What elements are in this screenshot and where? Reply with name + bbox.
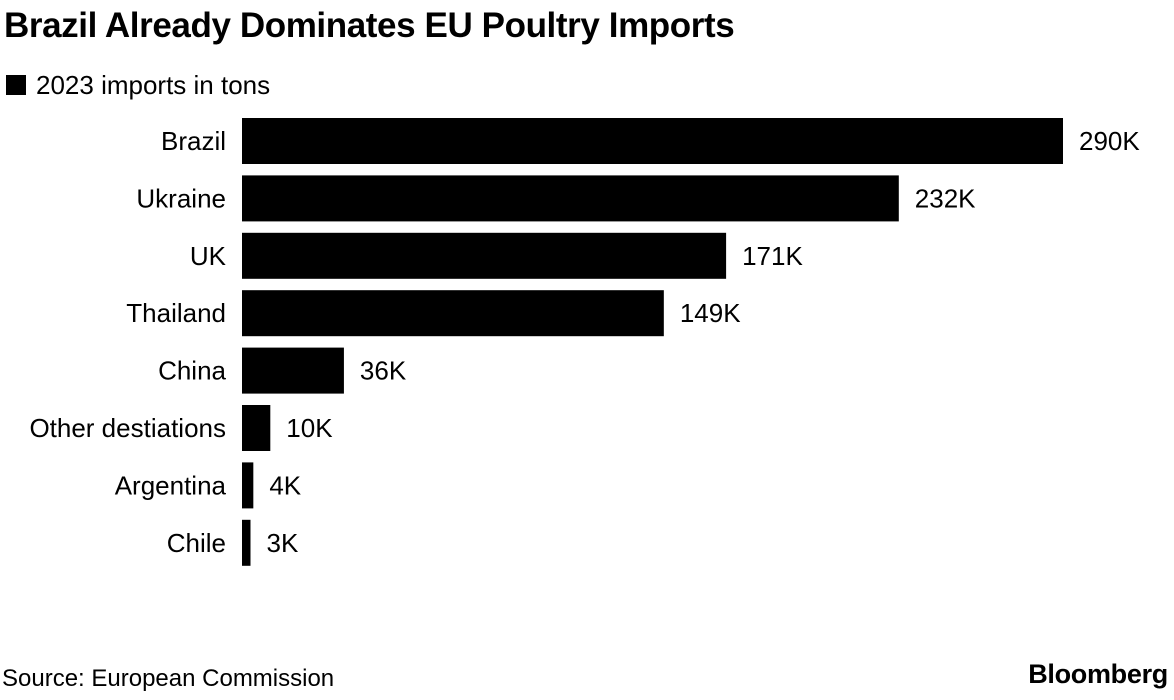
value-label: 36K <box>360 356 407 386</box>
bar <box>242 175 899 222</box>
category-label: Thailand <box>126 298 226 328</box>
bar <box>242 118 1063 164</box>
bar <box>242 519 251 566</box>
value-label: 232K <box>915 183 976 213</box>
bar <box>242 290 664 337</box>
bar <box>242 347 344 394</box>
category-label: China <box>158 356 226 386</box>
value-label: 10K <box>286 413 333 443</box>
chart-legend: 2023 imports in tons <box>6 68 270 102</box>
category-label: UK <box>190 241 227 271</box>
category-label: Brazil <box>161 126 226 156</box>
chart-title: Brazil Already Dominates EU Poultry Impo… <box>4 6 735 45</box>
legend-label: 2023 imports in tons <box>36 69 271 100</box>
value-label: 171K <box>742 241 803 271</box>
value-label: 3K <box>266 528 298 558</box>
value-label: 149K <box>680 298 741 328</box>
value-label: 4K <box>269 470 301 500</box>
source-note: Source: European Commission <box>2 665 335 692</box>
bar <box>242 462 254 509</box>
bar-chart: Brazil 290K Ukraine 232K UK 171K Thailand 149K C… <box>29 118 1140 566</box>
legend-swatch <box>6 75 26 95</box>
bar <box>242 405 271 451</box>
bar <box>242 232 727 279</box>
bloomberg-logo: Bloomberg <box>1028 659 1168 689</box>
value-label: 290K <box>1079 126 1140 156</box>
category-label: Argentina <box>115 470 227 500</box>
category-label: Chile <box>167 528 226 558</box>
category-label: Other destiations <box>29 413 226 443</box>
category-label: Ukraine <box>136 183 226 213</box>
